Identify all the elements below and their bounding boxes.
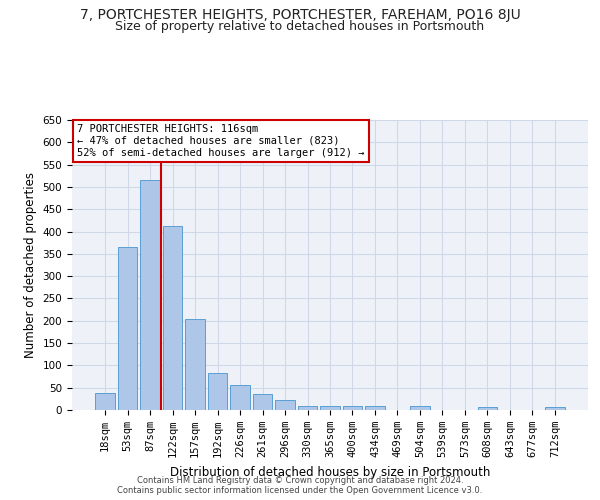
Text: Size of property relative to detached houses in Portsmouth: Size of property relative to detached ho… — [115, 20, 485, 33]
Bar — [275, 400, 295, 410]
Bar — [163, 226, 182, 410]
Bar — [298, 406, 317, 410]
Bar — [185, 319, 205, 410]
Bar — [230, 386, 250, 410]
Bar — [320, 406, 340, 410]
Text: Contains HM Land Registry data © Crown copyright and database right 2024.: Contains HM Land Registry data © Crown c… — [137, 476, 463, 485]
Bar — [545, 408, 565, 410]
Y-axis label: Number of detached properties: Number of detached properties — [24, 172, 37, 358]
Bar — [253, 394, 272, 410]
Bar — [343, 406, 362, 410]
Bar — [208, 373, 227, 410]
Bar — [118, 247, 137, 410]
Bar — [140, 180, 160, 410]
Text: Contains public sector information licensed under the Open Government Licence v3: Contains public sector information licen… — [118, 486, 482, 495]
Bar — [478, 408, 497, 410]
Bar — [365, 406, 385, 410]
X-axis label: Distribution of detached houses by size in Portsmouth: Distribution of detached houses by size … — [170, 466, 490, 478]
Text: 7 PORTCHESTER HEIGHTS: 116sqm
← 47% of detached houses are smaller (823)
52% of : 7 PORTCHESTER HEIGHTS: 116sqm ← 47% of d… — [77, 124, 365, 158]
Bar — [95, 393, 115, 410]
Bar — [410, 406, 430, 410]
Text: 7, PORTCHESTER HEIGHTS, PORTCHESTER, FAREHAM, PO16 8JU: 7, PORTCHESTER HEIGHTS, PORTCHESTER, FAR… — [80, 8, 520, 22]
